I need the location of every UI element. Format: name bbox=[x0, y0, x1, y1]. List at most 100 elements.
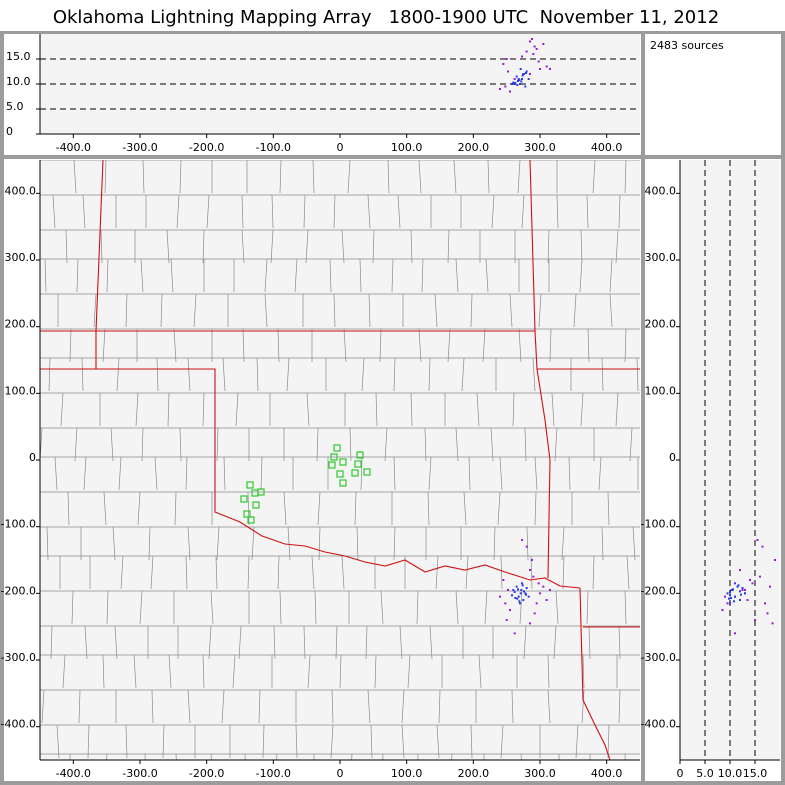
lightning-source bbox=[527, 78, 530, 80]
lightning-source bbox=[740, 593, 742, 596]
lightning-source bbox=[507, 589, 509, 591]
x-tick-label: -100.0 bbox=[256, 141, 291, 154]
x-tick-label: -300.0 bbox=[122, 767, 157, 780]
x-tick-label: 300.0 bbox=[524, 767, 556, 780]
x-tick-label: -400.0 bbox=[56, 141, 91, 154]
border bbox=[579, 587, 611, 760]
lightning-source bbox=[759, 575, 761, 578]
lightning-source bbox=[726, 592, 729, 595]
lightning-source bbox=[535, 48, 538, 50]
y-tick-label: 0 bbox=[29, 451, 36, 464]
lightning-source bbox=[517, 595, 520, 598]
x-tick-label: 15.0 bbox=[743, 767, 768, 780]
lightning-source bbox=[545, 599, 548, 601]
lightning-source bbox=[549, 589, 551, 591]
lightning-source bbox=[769, 585, 771, 588]
y-tick-label: 10.0 bbox=[6, 75, 31, 88]
x-tick-label: 10.0 bbox=[718, 767, 743, 780]
lightning-source bbox=[525, 593, 527, 596]
station bbox=[247, 516, 255, 524]
lightning-source bbox=[531, 38, 533, 40]
lightning-source bbox=[525, 70, 528, 73]
county-grid bbox=[40, 160, 640, 760]
lightning-source bbox=[549, 68, 551, 70]
state-borders bbox=[40, 160, 640, 760]
lightning-source bbox=[729, 602, 731, 605]
lightning-source bbox=[531, 559, 533, 561]
x-tick-label: 300.0 bbox=[524, 141, 556, 154]
station bbox=[351, 469, 359, 477]
lightning-source bbox=[754, 619, 756, 621]
lightning-source bbox=[513, 632, 516, 635]
lightning-source bbox=[524, 592, 527, 595]
lightning-source bbox=[512, 81, 515, 84]
station bbox=[246, 481, 254, 489]
lightning-source bbox=[516, 597, 519, 600]
y-tick-label: 15.0 bbox=[6, 50, 31, 63]
station bbox=[257, 488, 265, 496]
y-tick-label: -400.0 bbox=[641, 718, 676, 731]
lightning-source bbox=[756, 539, 759, 541]
border bbox=[529, 160, 551, 579]
lightning-source bbox=[502, 579, 505, 581]
lightning-source bbox=[749, 579, 751, 581]
y-tick-label: 0 bbox=[6, 125, 13, 138]
lightning-source bbox=[525, 545, 528, 548]
lightning-source bbox=[522, 599, 525, 601]
y-tick-label: -100.0 bbox=[641, 518, 676, 531]
y-tick-label: -400.0 bbox=[1, 718, 36, 731]
lightning-source bbox=[733, 600, 735, 603]
lightning-source bbox=[517, 588, 519, 591]
lightning-source bbox=[512, 589, 515, 591]
x-tick-label: -100.0 bbox=[256, 767, 291, 780]
lightning-source bbox=[519, 602, 521, 605]
lightning-source bbox=[520, 589, 523, 591]
lightning-source bbox=[734, 632, 736, 635]
y-tick-label: -300.0 bbox=[1, 651, 36, 664]
lightning-source bbox=[537, 582, 540, 585]
lightning-source bbox=[542, 585, 545, 588]
station bbox=[252, 501, 260, 509]
lightning-source bbox=[521, 584, 524, 587]
lightning-source bbox=[761, 545, 764, 548]
lightning-source bbox=[502, 63, 505, 65]
lightning-source bbox=[524, 85, 527, 88]
lightning-source bbox=[516, 84, 519, 86]
lightning-source bbox=[532, 53, 535, 55]
lightning-source bbox=[520, 80, 523, 83]
x-tick-label: 400.0 bbox=[591, 767, 623, 780]
lightning-source bbox=[724, 595, 726, 598]
x-tick-label: 100.0 bbox=[391, 141, 423, 154]
lightning-source bbox=[764, 602, 766, 605]
x-tick-label: 200.0 bbox=[458, 141, 490, 154]
lightning-source bbox=[519, 592, 522, 595]
lightning-source bbox=[519, 68, 522, 70]
lightning-source bbox=[728, 597, 730, 600]
lightning-source bbox=[726, 602, 729, 605]
x-tick-label: 200.0 bbox=[458, 767, 490, 780]
x-tick-label: -300.0 bbox=[122, 141, 157, 154]
lightning-source bbox=[741, 589, 744, 591]
lightning-source bbox=[537, 60, 540, 63]
lightning-source bbox=[771, 622, 774, 625]
x-tick-label: -200.0 bbox=[189, 141, 224, 154]
lightning-source bbox=[533, 45, 536, 48]
x-tick-label: 100.0 bbox=[391, 767, 423, 780]
lightning-source bbox=[509, 609, 511, 611]
lightning-source bbox=[521, 74, 524, 77]
lightning-source bbox=[499, 595, 501, 598]
y-tick-label: 100.0 bbox=[5, 384, 37, 397]
lightning-source bbox=[739, 599, 741, 601]
lightning-source bbox=[730, 589, 733, 591]
lightning-source bbox=[518, 79, 521, 81]
y-tick-label: -200.0 bbox=[1, 584, 36, 597]
lightning-source bbox=[542, 43, 545, 45]
lightning-source bbox=[739, 590, 741, 593]
lightning-source bbox=[523, 590, 525, 593]
station bbox=[330, 453, 338, 461]
lightning-source bbox=[527, 595, 530, 598]
lightning-source bbox=[529, 569, 531, 571]
x-tick-label: 0 bbox=[677, 767, 684, 780]
y-tick-label: 0 bbox=[669, 451, 676, 464]
